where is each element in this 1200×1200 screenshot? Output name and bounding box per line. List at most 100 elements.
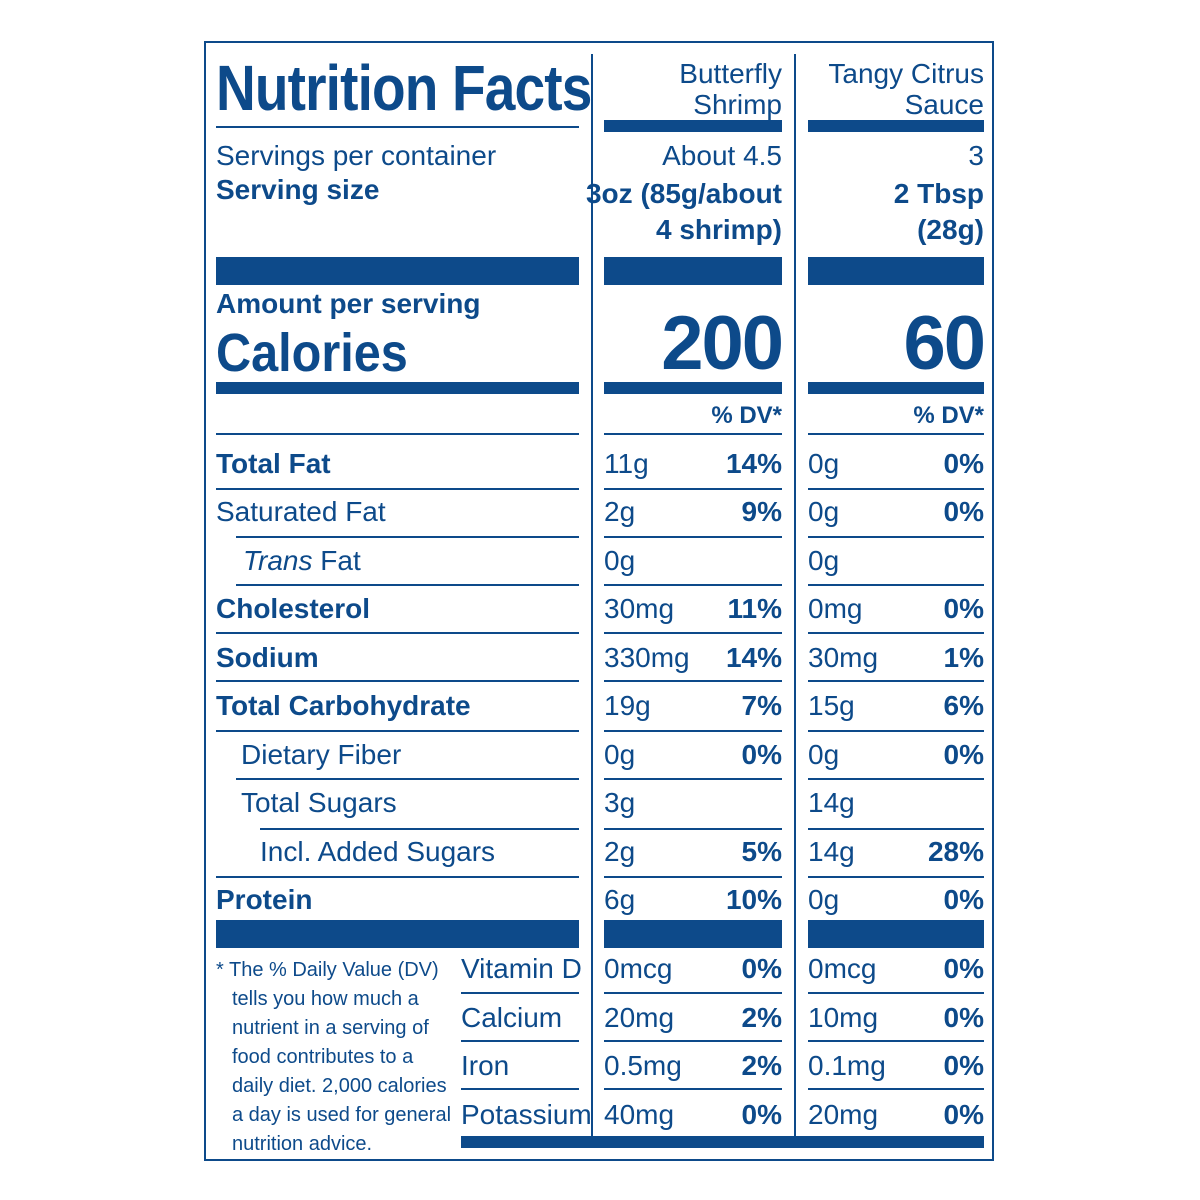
col2-amount: 0g (808, 739, 840, 770)
calories-bar-label (216, 382, 579, 394)
row-rule (260, 828, 579, 830)
col2-dv: 0% (943, 448, 984, 479)
title-rule (216, 126, 579, 128)
col1-dv: 0% (741, 739, 782, 770)
calories-label: Calories (216, 323, 408, 383)
vitamin-row-rule (808, 1040, 984, 1042)
amount-per-serving-label: Amount per serving (216, 288, 481, 319)
col1-dv: 5% (741, 836, 782, 867)
col2-amount: 0g (808, 884, 840, 915)
col2-dv: 0% (943, 953, 984, 984)
column-divider-2 (794, 54, 796, 1136)
col2-amount: 30mg (808, 642, 879, 673)
row-rule (604, 488, 782, 490)
row-rule (808, 828, 984, 830)
col2-amount: 14g (808, 787, 855, 818)
serving-size-label: Serving size (216, 174, 380, 205)
col2-dv: 0% (943, 593, 984, 624)
bottom-bar (461, 1136, 984, 1148)
col1-amount: 3g (604, 787, 636, 818)
col2-servings: 3 (968, 140, 984, 171)
col2-name: Tangy Citrus Sauce (828, 58, 984, 120)
vitamin-row-rule (808, 1088, 984, 1090)
col1-amount: 19g (604, 690, 651, 721)
vitamin-label-vitamin-d: Vitamin D (461, 953, 582, 984)
col1-dv-header: % DV* (711, 402, 782, 429)
col1-dv: 14% (725, 642, 782, 673)
vitamin-label-potassium: Potassium (461, 1099, 592, 1130)
nutrition-label-frame (204, 41, 994, 1161)
row-rule (216, 433, 579, 435)
col1-amount: 0g (604, 545, 636, 576)
vitamin-row-rule (808, 992, 984, 994)
row-rule (216, 876, 579, 878)
vitamin-row-rule (461, 992, 579, 994)
row-rule (808, 584, 984, 586)
col2-dv-header: % DV* (913, 402, 984, 429)
footnote-line: nutrition advice. (232, 1133, 373, 1155)
row-rule (604, 536, 782, 538)
row-rule (604, 778, 782, 780)
row-rule (604, 876, 782, 878)
col1-dv: 11% (727, 593, 783, 624)
thick-bar-col1 (604, 257, 782, 285)
col2-serving-size: 2 Tbsp (28g) (893, 178, 984, 245)
col2-dv: 28% (927, 836, 984, 867)
vitamin-row-rule (604, 1088, 782, 1090)
nutrient-label-saturated-fat: Saturated Fat (216, 496, 386, 527)
row-rule (604, 632, 782, 634)
col1-dv: 7% (741, 690, 782, 721)
row-rule (808, 778, 984, 780)
thick-bar-vitamins-col1 (604, 920, 782, 948)
nutrient-label-trans-fat: Trans Fat (243, 545, 361, 576)
nutrient-label-total-fat: Total Fat (216, 448, 331, 479)
nutrient-label-protein: Protein (216, 884, 313, 915)
col2-amount: 0mg (808, 593, 863, 624)
col2-dv: 1% (943, 642, 984, 673)
col1-amount: 20mg (604, 1002, 675, 1033)
col2-amount: 0g (808, 545, 840, 576)
label-title: Nutrition Facts (216, 52, 592, 124)
col2-amount: 10mg (808, 1002, 879, 1033)
col1-dv: 0% (741, 953, 782, 984)
nutrient-label-sodium: Sodium (216, 642, 319, 673)
row-rule (808, 876, 984, 878)
col2-dv: 0% (943, 1050, 984, 1081)
row-rule (808, 730, 984, 732)
col1-amount: 2g (604, 496, 636, 527)
row-rule (808, 433, 984, 435)
vitamin-row-rule (461, 1040, 579, 1042)
vitamin-row-rule (604, 992, 782, 994)
thick-bar-label (216, 257, 579, 285)
col1-amount: 0mcg (604, 953, 673, 984)
row-rule (216, 488, 579, 490)
col1-amount: 30mg (604, 593, 675, 624)
col1-amount: 2g (604, 836, 636, 867)
vitamin-label-iron: Iron (461, 1050, 510, 1081)
row-rule (216, 730, 579, 732)
servings-per-container-label: Servings per container (216, 140, 497, 171)
row-rule (604, 730, 782, 732)
footnote-line: daily diet. 2,000 calories (232, 1075, 447, 1097)
row-rule (808, 488, 984, 490)
row-rule (808, 632, 984, 634)
row-rule (604, 828, 782, 830)
col1-servings: About 4.5 (662, 140, 782, 171)
col2-amount: 0.1mg (808, 1050, 886, 1081)
col1-dv: 0% (741, 1099, 782, 1130)
nutrient-label-total-carbohydrate: Total Carbohydrate (216, 690, 471, 721)
col2-amount: 15g (808, 690, 855, 721)
col1-dv: 10% (725, 884, 782, 915)
col2-calories: 60 (903, 301, 986, 386)
row-rule (808, 680, 984, 682)
col1-name: Butterfly Shrimp (679, 58, 782, 120)
row-rule (604, 584, 782, 586)
thick-bar-vitamins-col2 (808, 920, 984, 948)
thick-bar-col2 (808, 257, 984, 285)
thick-bar-vitamins-label (216, 920, 579, 948)
col2-amount: 0g (808, 448, 840, 479)
col1-header-bar (604, 120, 782, 132)
footnote-line: food contributes to a (232, 1046, 414, 1068)
col1-amount: 330mg (604, 642, 690, 673)
row-rule (236, 778, 579, 780)
